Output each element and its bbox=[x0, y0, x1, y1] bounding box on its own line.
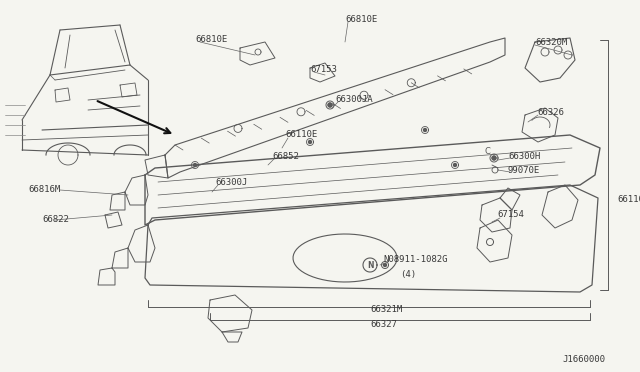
Polygon shape bbox=[454, 164, 456, 167]
Polygon shape bbox=[308, 141, 312, 144]
Text: 66300H: 66300H bbox=[508, 152, 540, 161]
Text: 66816M: 66816M bbox=[28, 185, 60, 194]
Text: 66300JA: 66300JA bbox=[335, 95, 372, 104]
Text: 66110E: 66110E bbox=[285, 130, 317, 139]
Polygon shape bbox=[492, 156, 496, 160]
Text: 66321M: 66321M bbox=[370, 305, 403, 314]
Polygon shape bbox=[193, 164, 196, 167]
Text: 66326: 66326 bbox=[537, 108, 564, 117]
Polygon shape bbox=[424, 128, 426, 131]
Text: 66852: 66852 bbox=[272, 152, 299, 161]
Text: N: N bbox=[367, 260, 373, 269]
Polygon shape bbox=[383, 263, 387, 266]
Text: 66327: 66327 bbox=[370, 320, 397, 329]
Text: 99070E: 99070E bbox=[508, 166, 540, 175]
Text: 66320M: 66320M bbox=[535, 38, 567, 47]
Polygon shape bbox=[328, 103, 332, 107]
Text: 66810E: 66810E bbox=[195, 35, 227, 44]
Text: J1660000: J1660000 bbox=[562, 355, 605, 364]
Text: 66810E: 66810E bbox=[345, 15, 377, 24]
Text: 67154: 67154 bbox=[497, 210, 524, 219]
Text: C: C bbox=[484, 148, 490, 157]
Text: 67153: 67153 bbox=[310, 65, 337, 74]
Text: 66110: 66110 bbox=[617, 195, 640, 204]
Text: N08911-1082G: N08911-1082G bbox=[383, 255, 447, 264]
Text: 66300J: 66300J bbox=[215, 178, 247, 187]
Text: (4): (4) bbox=[400, 270, 416, 279]
Text: 66822: 66822 bbox=[42, 215, 69, 224]
